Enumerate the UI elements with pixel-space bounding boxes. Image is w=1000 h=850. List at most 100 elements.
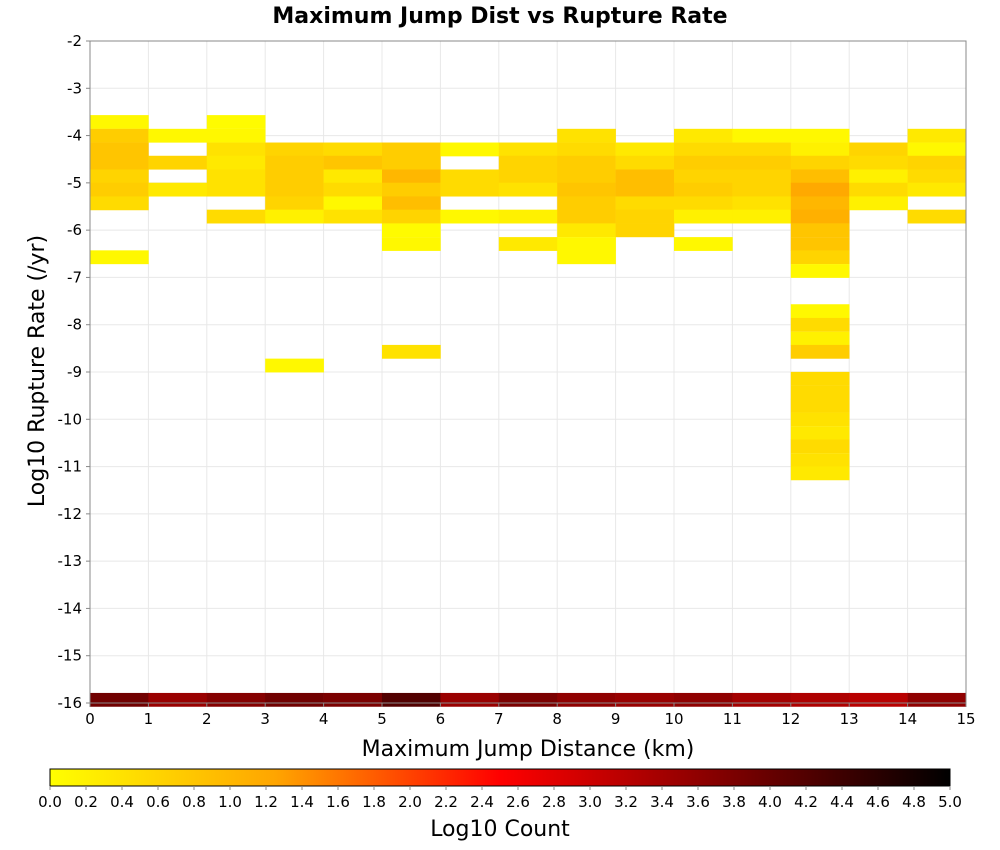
colorbar-tick-label: 4.8: [902, 793, 926, 811]
x-tick-label: 9: [611, 710, 621, 728]
colorbar-tick-label: 0.2: [74, 793, 98, 811]
heatmap-cell: [440, 182, 500, 197]
x-axis-ticks: 0 1 2 3 4 5 6 7 8 9 10 11 12 13 14 15: [85, 703, 976, 728]
heatmap-cell: [323, 142, 383, 157]
heatmap-cell: [206, 169, 266, 184]
heatmap-cell: [440, 692, 500, 707]
x-tick-label: 8: [552, 710, 562, 728]
colorbar-tick-label: 4.2: [794, 793, 818, 811]
heatmap-cell: [90, 182, 149, 197]
colorbar-tick-label: 3.4: [650, 793, 674, 811]
heatmap-cell: [732, 169, 792, 184]
heatmap-cell: [790, 196, 850, 211]
heatmap-cell: [206, 128, 266, 143]
heatmap-cell: [907, 169, 967, 184]
y-axis-ticks: -16 -15 -14 -13 -12 -11 -10 -9 -8 -7 -6 -5 -4 -3 -2: [58, 32, 90, 712]
heatmap-cell: [907, 209, 967, 224]
heatmap-cell: [90, 196, 149, 211]
heatmap-cell: [790, 209, 850, 224]
heatmap-cell: [498, 142, 558, 157]
heatmap-cell: [440, 209, 500, 224]
heatmap-cell: [790, 237, 850, 251]
colorbar-tick-label: 0.4: [110, 793, 134, 811]
heatmap-cell: [907, 182, 967, 197]
colorbar-tick-label: 4.6: [866, 793, 890, 811]
colorbar-tick-label: 3.6: [686, 793, 710, 811]
colorbar-tick-label: 0.0: [38, 793, 62, 811]
x-tick-label: 11: [723, 710, 742, 728]
heatmap-cell: [323, 692, 383, 707]
heatmap-cell: [498, 182, 558, 197]
heatmap-cell: [206, 115, 266, 129]
heatmap-cell: [498, 169, 558, 184]
heatmap-cell: [615, 142, 675, 157]
colorbar-tick-label: 4.0: [758, 793, 782, 811]
y-tick-label: -15: [58, 647, 83, 665]
heatmap-cell: [206, 155, 266, 170]
heatmap-cell: [323, 169, 383, 184]
heatmap-cell: [674, 692, 733, 707]
y-tick-label: -3: [67, 79, 82, 97]
heatmap-cell: [557, 196, 616, 211]
heatmap-cell: [907, 142, 967, 157]
heatmap-cell: [849, 182, 908, 197]
heatmap-cell: [265, 142, 324, 157]
heatmap-cell: [674, 169, 733, 184]
colorbar-tick-label: 1.2: [254, 793, 278, 811]
heatmap-cell: [674, 155, 733, 170]
heatmap-cell: [732, 196, 792, 211]
heatmap-cell: [790, 142, 850, 157]
heatmap-cell: [323, 196, 383, 211]
colorbar-tick-label: 1.6: [326, 793, 350, 811]
heatmap-cell: [790, 385, 850, 400]
heatmap-cell: [674, 182, 733, 197]
x-tick-label: 2: [202, 710, 212, 728]
x-tick-label: 13: [840, 710, 859, 728]
heatmap-cell: [206, 142, 266, 157]
heatmap-cell: [90, 692, 149, 707]
colorbar-tick-label: 0.6: [146, 793, 170, 811]
heatmap-cell: [557, 169, 616, 184]
heatmap-cell: [849, 169, 908, 184]
y-tick-label: -9: [67, 363, 82, 381]
heatmap-cell: [790, 371, 850, 386]
colorbar-tick-label: 3.0: [578, 793, 602, 811]
heatmap-cell: [557, 128, 616, 143]
x-tick-label: 15: [956, 710, 975, 728]
colorbar-tick-label: 0.8: [182, 793, 206, 811]
x-tick-label: 4: [319, 710, 329, 728]
heatmap-cell: [790, 250, 850, 265]
heatmap-cell: [732, 128, 792, 143]
heatmap-cell: [790, 169, 850, 184]
heatmap-cell: [615, 223, 675, 238]
y-tick-label: -16: [58, 694, 83, 712]
heatmap-cell: [790, 426, 850, 441]
heatmap-cell: [382, 692, 441, 707]
heatmap-cell: [148, 692, 208, 707]
heatmap-cell: [90, 115, 149, 129]
heatmap-cell: [265, 196, 324, 211]
heatmap-cell: [440, 142, 500, 157]
heatmap-cell: [849, 155, 908, 170]
heatmap-cell: [206, 182, 266, 197]
y-tick-label: -6: [67, 221, 82, 239]
heatmap-cell: [790, 466, 850, 481]
heatmap-cell: [148, 128, 208, 143]
heatmap-cell: [732, 142, 792, 157]
x-tick-label: 5: [377, 710, 387, 728]
heatmap-cell: [790, 182, 850, 197]
heatmap-cell: [323, 209, 383, 224]
heatmap-cell: [849, 196, 908, 211]
heatmap-cell: [790, 412, 850, 427]
heatmap-cell: [674, 237, 733, 251]
heatmap-cell: [615, 209, 675, 224]
heatmap-cell: [90, 169, 149, 184]
colorbar-ticks: 0.0 0.2 0.4 0.6 0.8 1.0 1.2 1.4 1.6 1.8 2.0 2.2 2.4 2…: [38, 786, 962, 811]
heatmap-cell: [674, 209, 733, 224]
colorbar: [49, 768, 951, 787]
colorbar-tick-label: 2.8: [542, 793, 566, 811]
x-tick-label: 1: [144, 710, 154, 728]
heatmap-cell: [732, 692, 792, 707]
heatmap-cell: [382, 182, 441, 197]
heatmap-cell: [790, 304, 850, 319]
